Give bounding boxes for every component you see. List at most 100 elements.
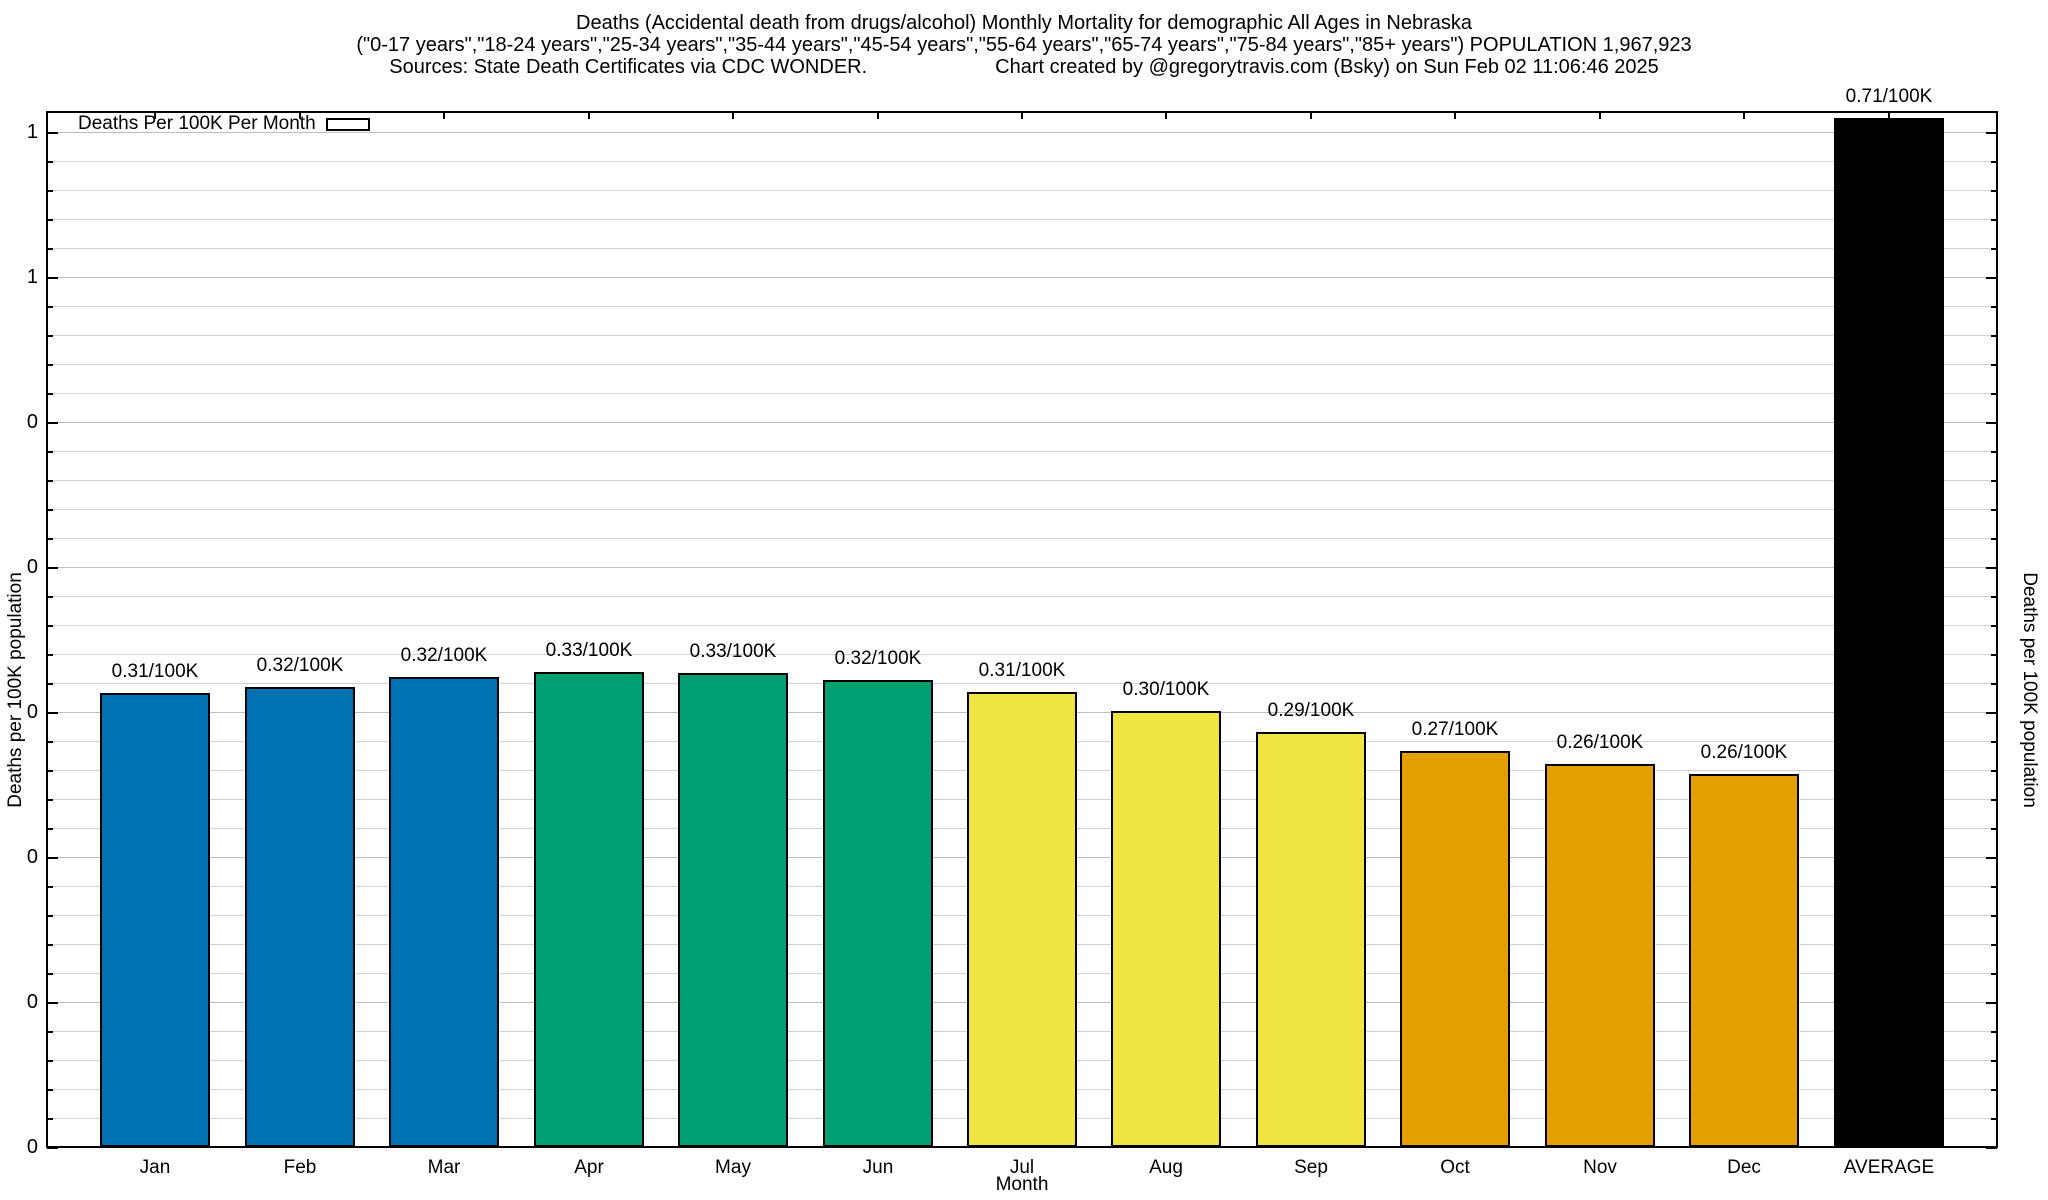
- y-tick-right: [1986, 1147, 1997, 1149]
- x-tick-label: Aug: [1149, 1157, 1183, 1178]
- x-tick-label: Feb: [283, 1157, 317, 1178]
- y-tick-right: [1991, 393, 1997, 395]
- minor-gridline: [47, 625, 1997, 626]
- x-tick-label: Jul: [1009, 1157, 1035, 1178]
- y-tick-right: [1991, 654, 1997, 656]
- bar-dec: [1689, 774, 1799, 1147]
- y-tick-right: [1991, 770, 1997, 772]
- minor-gridline: [47, 683, 1997, 684]
- y-tick-left: [47, 1031, 53, 1033]
- minor-gridline: [47, 654, 1997, 655]
- minor-gridline: [47, 306, 1997, 307]
- y-tick-right: [1991, 596, 1997, 598]
- y-tick-left: [47, 625, 53, 627]
- bar-mar: [389, 677, 499, 1147]
- y-tick-left: [47, 712, 58, 714]
- y-tick-label: 0: [26, 411, 38, 433]
- x-tick-label: Sep: [1294, 1157, 1328, 1178]
- major-gridline: [47, 567, 1997, 568]
- y-tick-right: [1991, 973, 1997, 975]
- y-tick-right: [1991, 1060, 1997, 1062]
- y-tick-right: [1986, 567, 1997, 569]
- bar-value-label: 0.32/100K: [256, 655, 344, 676]
- minor-gridline: [47, 451, 1997, 452]
- y-tick-label: 0: [26, 846, 38, 868]
- y-tick-right: [1991, 944, 1997, 946]
- chart-caption-row: Sources: State Death Certificates via CD…: [0, 56, 2048, 78]
- x-tick-top: [877, 112, 879, 119]
- y-tick-right: [1986, 1002, 1997, 1004]
- x-tick-top: [299, 112, 301, 119]
- bar-value-label: 0.27/100K: [1411, 719, 1499, 740]
- x-tick-top: [1021, 112, 1023, 119]
- major-gridline: [47, 422, 1997, 423]
- y-tick-label: 0: [26, 991, 38, 1013]
- y-tick-left: [47, 422, 58, 424]
- y-tick-right: [1991, 915, 1997, 917]
- minor-gridline: [47, 480, 1997, 481]
- y-tick-right: [1991, 335, 1997, 337]
- bar-jun: [823, 680, 933, 1147]
- minor-gridline: [47, 335, 1997, 336]
- bar-value-label: 0.32/100K: [834, 648, 922, 669]
- y-tick-left: [47, 973, 53, 975]
- x-tick-label: Apr: [574, 1157, 604, 1178]
- x-tick-top: [1599, 112, 1601, 119]
- credit-note: Chart created by @gregorytravis.com (Bsk…: [995, 56, 1659, 78]
- bar-value-label: 0.26/100K: [1700, 742, 1788, 763]
- y-tick-right: [1991, 190, 1997, 192]
- y-tick-left: [47, 393, 53, 395]
- y-tick-right: [1986, 132, 1997, 134]
- y-tick-label: 0: [26, 701, 38, 723]
- bar-value-label: 0.31/100K: [978, 660, 1066, 681]
- minor-gridline: [47, 596, 1997, 597]
- y-tick-left: [47, 857, 58, 859]
- y-tick-right: [1991, 161, 1997, 163]
- x-tick-top: [1165, 112, 1167, 119]
- y-tick-right: [1991, 219, 1997, 221]
- minor-gridline: [47, 364, 1997, 365]
- bar-value-label: 0.29/100K: [1267, 700, 1355, 721]
- x-tick-label: Jan: [139, 1157, 171, 1178]
- x-tick-label: May: [715, 1157, 751, 1178]
- bar-feb: [245, 687, 355, 1147]
- y-axis-label-left: Deaths per 100K population: [5, 572, 26, 808]
- y-tick-left: [47, 654, 53, 656]
- minor-gridline: [47, 161, 1997, 162]
- x-tick-top: [1743, 112, 1745, 119]
- y-tick-right: [1991, 799, 1997, 801]
- x-tick-label: Jun: [862, 1157, 894, 1178]
- bar-sep: [1256, 732, 1366, 1147]
- x-tick-top: [1310, 112, 1312, 119]
- y-tick-label: 1: [26, 121, 38, 143]
- y-tick-left: [47, 335, 53, 337]
- bar-value-label: 0.26/100K: [1556, 732, 1644, 753]
- y-tick-right: [1986, 422, 1997, 424]
- bar-jan: [100, 693, 210, 1147]
- minor-gridline: [47, 219, 1997, 220]
- y-tick-left: [47, 596, 53, 598]
- bar-value-label: 0.30/100K: [1122, 679, 1210, 700]
- y-tick-left: [47, 480, 53, 482]
- y-tick-left: [47, 770, 53, 772]
- bar-average: [1834, 118, 1944, 1147]
- x-tick-top: [154, 112, 156, 119]
- minor-gridline: [47, 190, 1997, 191]
- y-tick-left: [47, 509, 53, 511]
- major-gridline: [47, 132, 1997, 133]
- bar-value-label: 0.33/100K: [689, 641, 777, 662]
- y-tick-right: [1991, 683, 1997, 685]
- y-tick-left: [47, 567, 58, 569]
- y-tick-right: [1991, 538, 1997, 540]
- y-tick-left: [47, 1147, 58, 1149]
- y-tick-right: [1991, 509, 1997, 511]
- y-tick-left: [47, 828, 53, 830]
- y-tick-left: [47, 132, 58, 134]
- bar-may: [678, 673, 788, 1147]
- y-tick-right: [1991, 1118, 1997, 1120]
- bar-value-label: 0.71/100K: [1845, 86, 1933, 107]
- bar-oct: [1400, 751, 1510, 1147]
- y-tick-right: [1991, 625, 1997, 627]
- x-tick-top: [588, 112, 590, 119]
